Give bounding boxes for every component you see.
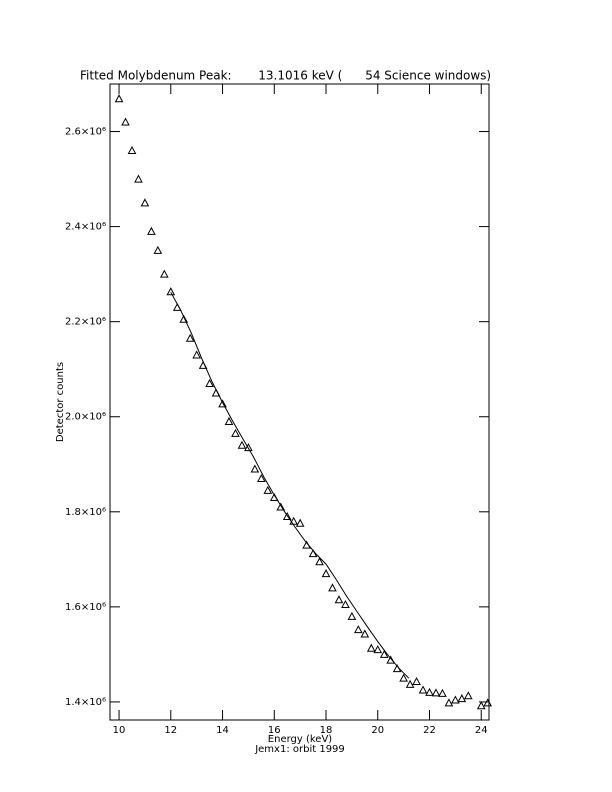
data-point bbox=[341, 599, 350, 608]
data-point bbox=[366, 643, 376, 652]
data-point bbox=[457, 694, 467, 703]
data-point bbox=[334, 595, 344, 604]
data-point bbox=[405, 679, 415, 688]
y-tick-label: 2.0×10⁶ bbox=[65, 412, 106, 423]
data-point bbox=[121, 117, 130, 126]
data-point bbox=[444, 698, 454, 707]
x-axis-label: Energy (keV) bbox=[268, 734, 333, 745]
x-tick-label: 14 bbox=[216, 725, 229, 736]
data-point bbox=[153, 245, 163, 254]
x-tick-label: 12 bbox=[164, 725, 177, 736]
data-point bbox=[418, 685, 428, 694]
data-point bbox=[166, 287, 176, 296]
data-point bbox=[379, 649, 389, 658]
plot-frame bbox=[109, 83, 490, 721]
data-point bbox=[224, 416, 234, 425]
x-tick-label: 18 bbox=[320, 725, 333, 736]
chart-title: Fitted Molybdenum Peak: 13.1016 keV ( 54… bbox=[80, 69, 491, 83]
x-tick-label: 10 bbox=[113, 725, 126, 736]
data-point bbox=[431, 688, 441, 697]
data-point bbox=[321, 569, 331, 578]
y-tick-label: 2.2×10⁶ bbox=[65, 317, 106, 328]
data-point bbox=[205, 378, 214, 387]
data-point bbox=[347, 611, 357, 620]
data-point bbox=[328, 583, 337, 592]
x-tick-label: 20 bbox=[371, 725, 384, 736]
y-tick-label: 1.8×10⁶ bbox=[65, 507, 106, 518]
y-axis-label: Detector counts bbox=[55, 362, 66, 442]
data-point bbox=[412, 676, 421, 685]
data-point bbox=[483, 698, 493, 707]
x-tick-label: 22 bbox=[423, 725, 436, 736]
data-point bbox=[282, 512, 292, 521]
data-point bbox=[147, 226, 156, 235]
data-point bbox=[360, 629, 370, 638]
data-point bbox=[185, 333, 195, 342]
data-point bbox=[476, 701, 486, 710]
data-point bbox=[231, 428, 240, 437]
data-point bbox=[237, 440, 247, 449]
y-tick-label: 2.4×10⁶ bbox=[65, 222, 106, 233]
data-point bbox=[399, 673, 408, 682]
data-point bbox=[263, 485, 273, 494]
data-point bbox=[244, 443, 253, 452]
x-tick-label: 16 bbox=[268, 725, 281, 736]
y-tick-label: 1.4×10⁶ bbox=[65, 697, 106, 708]
data-point bbox=[354, 625, 363, 634]
y-tick-label: 1.6×10⁶ bbox=[65, 602, 106, 613]
data-point bbox=[192, 350, 202, 359]
data-point bbox=[218, 399, 227, 408]
data-point bbox=[257, 473, 266, 483]
data-point bbox=[451, 695, 460, 704]
data-point bbox=[127, 145, 137, 155]
data-point bbox=[159, 269, 169, 278]
data-point bbox=[114, 94, 124, 103]
data-point bbox=[295, 518, 305, 527]
data-point bbox=[250, 464, 260, 473]
data-point bbox=[425, 687, 434, 696]
x-tick-label: 24 bbox=[475, 725, 488, 736]
data-point bbox=[463, 691, 473, 700]
data-point bbox=[438, 688, 447, 697]
fit-line bbox=[170, 291, 410, 679]
data-point bbox=[315, 557, 324, 566]
data-point bbox=[373, 645, 383, 654]
y-tick-label: 2.6×10⁶ bbox=[65, 127, 106, 138]
data-point bbox=[276, 502, 286, 511]
data-point bbox=[179, 314, 189, 323]
data-point bbox=[134, 174, 143, 183]
data-point bbox=[140, 198, 150, 207]
subtitle: Jemx1: orbit 1999 bbox=[254, 744, 345, 755]
